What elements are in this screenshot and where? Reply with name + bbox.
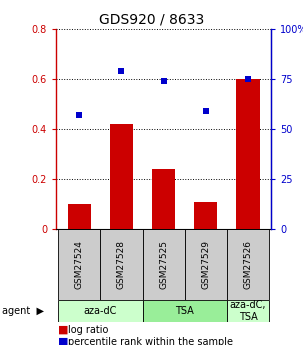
Text: GSM27529: GSM27529 bbox=[201, 240, 210, 289]
Bar bbox=[110, 125, 133, 229]
Text: ■: ■ bbox=[58, 337, 68, 345]
Bar bbox=[227, 229, 269, 300]
Text: GSM27525: GSM27525 bbox=[159, 240, 168, 289]
Bar bbox=[142, 300, 227, 322]
Text: GSM27526: GSM27526 bbox=[244, 240, 252, 289]
Bar bbox=[68, 204, 91, 229]
Bar bbox=[227, 300, 269, 322]
Text: GSM27524: GSM27524 bbox=[75, 240, 84, 289]
Point bbox=[119, 69, 124, 74]
Text: agent  ▶: agent ▶ bbox=[2, 306, 44, 316]
Bar bbox=[236, 79, 260, 229]
Text: TSA: TSA bbox=[175, 306, 194, 316]
Bar bbox=[58, 229, 100, 300]
Text: percentile rank within the sample: percentile rank within the sample bbox=[68, 337, 233, 345]
Text: log ratio: log ratio bbox=[68, 325, 108, 335]
Bar bbox=[100, 229, 142, 300]
Bar bbox=[58, 300, 142, 322]
Text: aza-dC: aza-dC bbox=[84, 306, 117, 316]
Bar bbox=[142, 229, 185, 300]
Bar bbox=[185, 229, 227, 300]
Text: ■: ■ bbox=[58, 325, 68, 335]
Bar bbox=[194, 202, 218, 229]
Text: aza-dC,
TSA: aza-dC, TSA bbox=[230, 300, 266, 322]
Point bbox=[203, 109, 208, 114]
Point bbox=[77, 112, 82, 118]
Point bbox=[245, 77, 250, 82]
Text: GDS920 / 8633: GDS920 / 8633 bbox=[99, 12, 204, 26]
Point bbox=[161, 79, 166, 84]
Bar bbox=[152, 169, 175, 229]
Text: GSM27528: GSM27528 bbox=[117, 240, 126, 289]
